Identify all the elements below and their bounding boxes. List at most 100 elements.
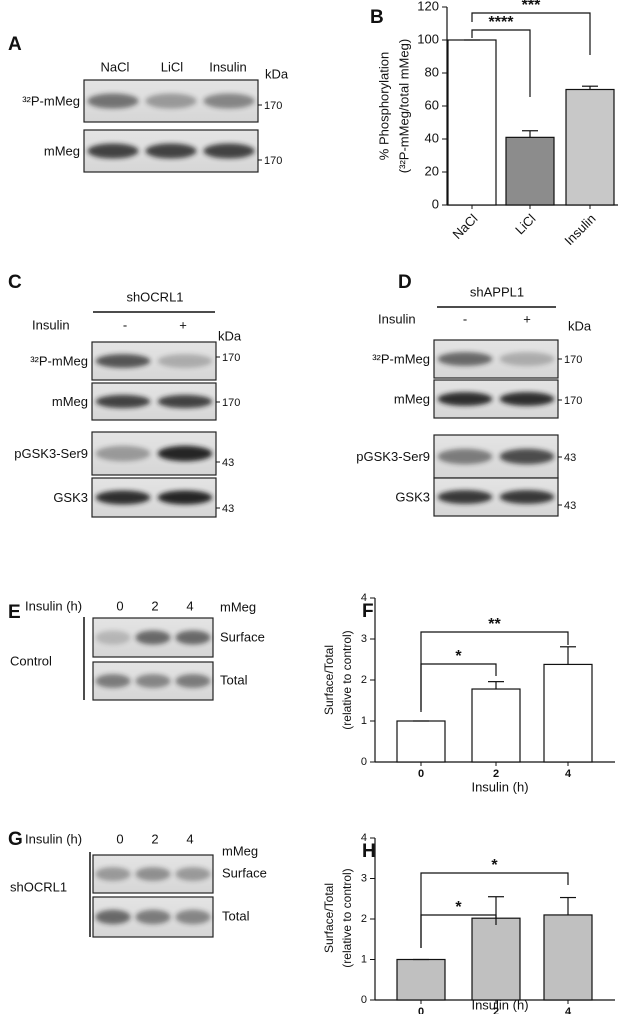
y-tick-label: 4 [361,592,367,604]
bar [505,136,555,206]
band [135,909,171,925]
marker-label: 43 [222,457,234,469]
band [95,630,131,645]
significance-label: **** [489,14,515,31]
panel-label: E [8,602,21,623]
treatment-label: Insulin [32,317,70,332]
significance-label: * [455,899,462,916]
x-tick-label: 4 [565,768,572,780]
band [95,394,151,409]
x-tick-label: NaCl [450,211,481,242]
band [175,674,211,688]
marker-label: 170 [264,100,282,112]
significance-bracket [420,631,569,712]
band [95,867,131,881]
band [95,909,131,925]
marker-label: 43 [222,503,234,515]
x-tick-label: 4 [565,1006,572,1014]
band [87,93,139,109]
row-label: Total [220,672,248,687]
lane-label: LiCl [161,59,184,74]
band [499,448,555,465]
panel-label: D [398,272,412,293]
significance-label: ** [488,616,501,633]
y-axis-label: (relative to control) [340,868,354,967]
row-label: mMeg [52,394,88,409]
y-tick-label: 100 [417,31,439,46]
band [95,490,151,505]
y-tick-label: 0 [361,994,367,1006]
band [203,93,255,109]
unit-label: kDa [568,318,592,333]
band [499,490,555,504]
lane-label: - [123,317,127,332]
marker-label: 170 [222,397,240,409]
band [499,392,555,406]
significance-label: * [491,857,498,874]
y-axis-label: Surface/Total [322,645,336,715]
bar [471,917,521,1001]
band [499,352,555,366]
treatment-label: Insulin (h) [25,598,82,613]
y-axis-label: Surface/Total [322,883,336,953]
band [157,490,213,505]
y-tick-label: 60 [425,97,439,112]
unit-label: kDa [218,328,242,343]
panel-label: H [362,841,376,862]
marker-label: 170 [264,155,282,167]
panel-label: C [8,272,22,293]
bar [396,720,446,763]
lane-label: 2 [151,598,158,613]
y-tick-label: 1 [361,953,367,965]
row-label: pGSK3-Ser9 [14,446,88,461]
band [437,392,493,406]
row-label: GSK3 [395,489,430,504]
y-axis-label: (³²P-mMeg/total mMeg) [396,39,411,173]
x-axis-label: Insulin (h) [471,779,528,794]
y-tick-label: 80 [425,64,439,79]
y-tick-label: 0 [361,756,367,768]
y-axis-label: (relative to control) [340,630,354,729]
bar [447,39,497,206]
panel-label: F [362,601,374,622]
treatment-label: Insulin [378,311,416,326]
marker-label: 170 [222,352,240,364]
panel-label: B [370,7,384,28]
row-label: mMeg [394,391,430,406]
significance-bracket [471,29,531,97]
band [135,674,171,688]
treatment-label: Insulin (h) [25,831,82,846]
y-tick-label: 4 [361,832,367,844]
row-label: Surface [220,629,265,644]
x-tick-label: Insulin [561,211,598,248]
group-label: Control [10,653,52,668]
x-tick-label: 0 [418,1006,424,1014]
significance-label: * [455,648,462,665]
y-tick-label: 0 [432,196,439,211]
band [135,630,171,645]
y-tick-label: 20 [425,163,439,178]
band [135,867,171,881]
y-tick-label: 3 [361,872,367,884]
bar [396,958,446,1001]
marker-label: 43 [564,500,576,512]
lane-label: NaCl [101,59,130,74]
y-tick-label: 1 [361,715,367,727]
row-label: GSK3 [53,490,88,505]
band [175,867,211,881]
row-label: ³²P-mMeg [22,93,80,108]
band [145,93,197,109]
y-tick-label: 120 [417,0,439,13]
panel-label: A [8,34,22,55]
y-axis-label: % Phosphorylation [376,52,391,160]
x-tick-label: 2 [493,1006,499,1014]
band [437,352,493,366]
band [157,445,213,462]
band [437,448,493,465]
row-label: pGSK3-Ser9 [356,449,430,464]
lane-label: Insulin [209,59,247,74]
row-label: Total [222,908,250,923]
y-tick-label: 40 [425,130,439,145]
y-tick-label: 2 [361,913,367,925]
